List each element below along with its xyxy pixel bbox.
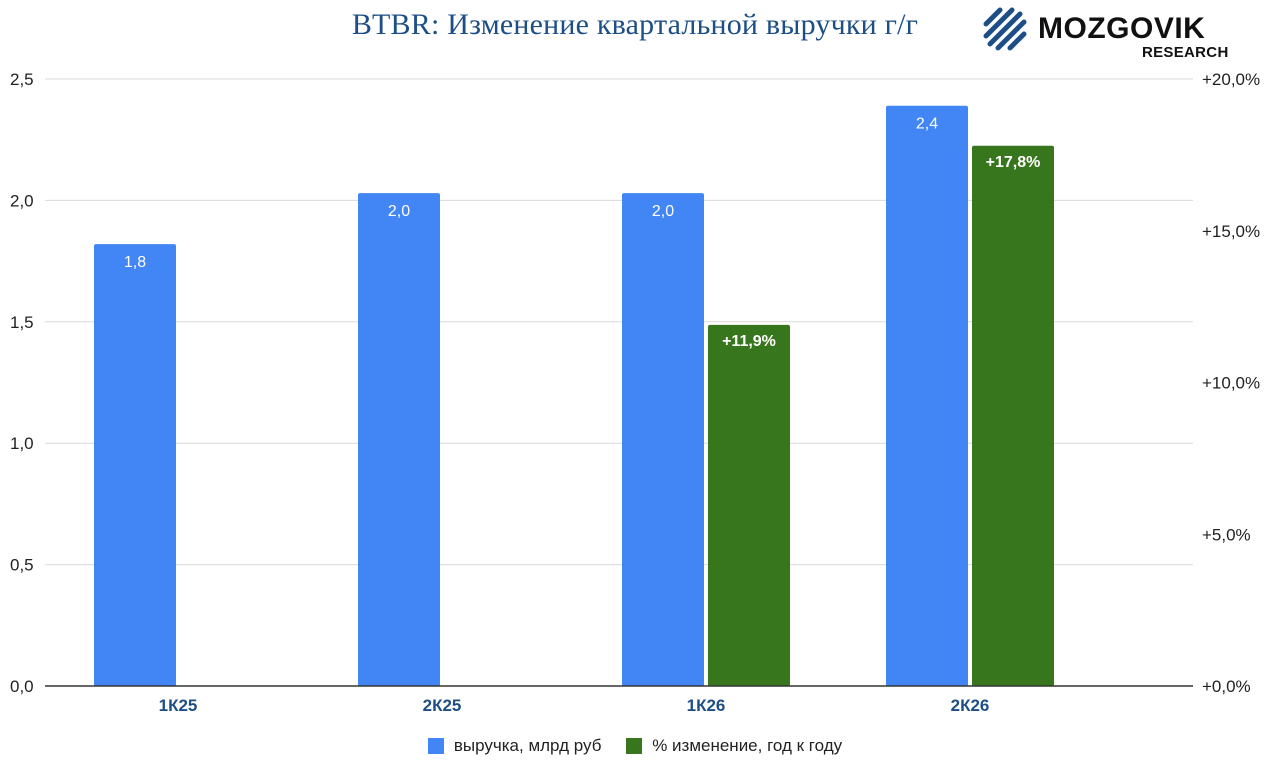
revenue-data-label: 1,8 <box>124 254 146 271</box>
left-axis-tick-label: 1,0 <box>10 434 34 453</box>
logo-mark-icon <box>983 7 1027 51</box>
legend-item-revenue: выручка, млрд руб <box>427 736 602 756</box>
logo-sub-text: RESEARCH <box>1142 44 1229 61</box>
left-axis-tick-label: 0,0 <box>10 677 34 696</box>
category-label: 1К25 <box>159 696 198 715</box>
revenue-data-label: 2,4 <box>916 116 938 133</box>
logo-brand-text: MOZGOVIK <box>1038 12 1206 45</box>
legend-swatch-revenue <box>427 738 444 754</box>
chart-title: BTBR: Изменение квартальной выручки г/г <box>351 8 919 41</box>
legend-swatch-change <box>626 738 643 754</box>
revenue-data-label: 2,0 <box>388 203 410 220</box>
category-label: 2К25 <box>423 696 462 715</box>
revenue-bar <box>622 193 704 686</box>
category-label: 2К26 <box>951 696 990 715</box>
revenue-bar <box>94 244 176 686</box>
change-bar <box>708 324 790 686</box>
revenue-bar <box>886 105 968 686</box>
category-label: 1К26 <box>687 696 726 715</box>
right-axis-tick-label: +20,0% <box>1202 70 1260 89</box>
legend-label-change: % изменение, год к году <box>652 736 843 755</box>
left-axis-tick-label: 1,5 <box>10 313 34 332</box>
legend-item-change: % изменение, год к году <box>626 736 842 756</box>
legend-label-revenue: выручка, млрд руб <box>453 736 602 755</box>
revenue-data-label: 2,0 <box>652 203 674 220</box>
right-axis-tick-label: +15,0% <box>1202 222 1260 241</box>
change-data-label: +17,8% <box>986 154 1041 171</box>
legend: выручка, млрд руб % изменение, год к год… <box>0 736 1270 759</box>
left-axis-tick-label: 2,0 <box>10 191 34 210</box>
right-axis-tick-label: +10,0% <box>1202 374 1260 393</box>
change-bar <box>972 145 1054 686</box>
left-axis-tick-label: 0,5 <box>10 556 34 575</box>
right-axis-tick-label: +0,0% <box>1202 677 1251 696</box>
right-axis-tick-label: +5,0% <box>1202 525 1251 544</box>
revenue-bar <box>358 193 440 686</box>
change-data-label: +11,9% <box>722 333 776 350</box>
mozgovik-logo: MOZGOVIK RESEARCH <box>980 4 1250 62</box>
left-axis-tick-label: 2,5 <box>10 70 34 89</box>
